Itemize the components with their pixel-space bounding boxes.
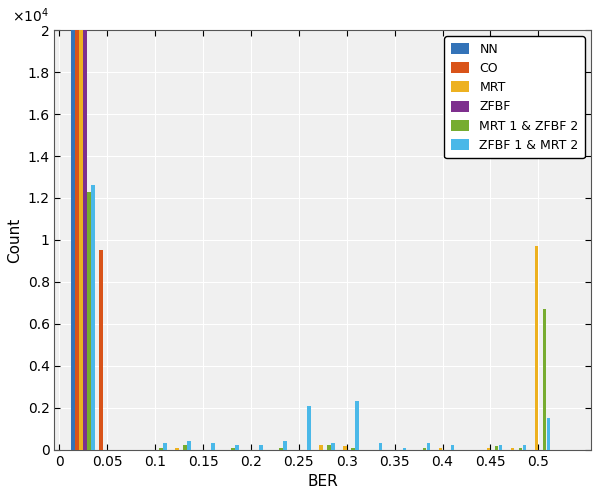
Bar <box>423 447 426 450</box>
Bar <box>211 443 215 450</box>
Bar <box>91 186 95 450</box>
Bar <box>379 443 383 450</box>
Bar <box>523 445 526 450</box>
Bar <box>83 30 87 450</box>
Bar <box>80 30 83 450</box>
Bar <box>75 30 79 450</box>
Bar <box>87 191 91 450</box>
Bar <box>231 447 235 450</box>
Legend: NN, CO, MRT, ZFBF, MRT 1 & ZFBF 2, ZFBF 1 & MRT 2: NN, CO, MRT, ZFBF, MRT 1 & ZFBF 2, ZFBF … <box>444 36 585 158</box>
Bar <box>542 309 546 450</box>
Bar <box>511 447 514 450</box>
Bar <box>331 443 335 450</box>
Bar <box>183 445 187 450</box>
Bar <box>499 445 502 450</box>
Bar <box>351 447 355 450</box>
Text: $\times10^4$: $\times10^4$ <box>11 6 48 25</box>
Bar <box>439 447 443 450</box>
Bar <box>535 246 538 450</box>
X-axis label: BER: BER <box>307 474 338 489</box>
Bar <box>319 445 322 450</box>
Bar <box>343 446 347 450</box>
Bar <box>159 447 163 450</box>
Bar <box>259 445 263 450</box>
Bar <box>71 30 75 450</box>
Bar <box>99 250 103 450</box>
Bar <box>283 441 286 450</box>
Bar <box>547 418 550 450</box>
Bar <box>175 447 179 450</box>
Bar <box>279 447 283 450</box>
Bar <box>327 445 331 450</box>
Bar <box>495 446 498 450</box>
Bar <box>187 441 191 450</box>
Bar <box>487 447 490 450</box>
Bar <box>163 443 167 450</box>
Bar <box>451 445 454 450</box>
Y-axis label: Count: Count <box>7 217 22 262</box>
Bar <box>235 445 239 450</box>
Bar <box>518 447 522 450</box>
Bar <box>307 406 310 450</box>
Bar <box>403 447 407 450</box>
Bar <box>355 401 359 450</box>
Bar <box>427 443 431 450</box>
